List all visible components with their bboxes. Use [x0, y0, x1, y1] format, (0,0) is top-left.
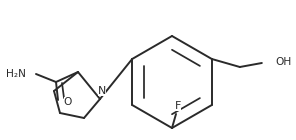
Text: H₂N: H₂N — [6, 69, 26, 79]
Text: OH: OH — [276, 57, 292, 67]
Text: F: F — [175, 101, 181, 111]
Text: N: N — [98, 86, 106, 96]
Text: O: O — [64, 97, 72, 107]
